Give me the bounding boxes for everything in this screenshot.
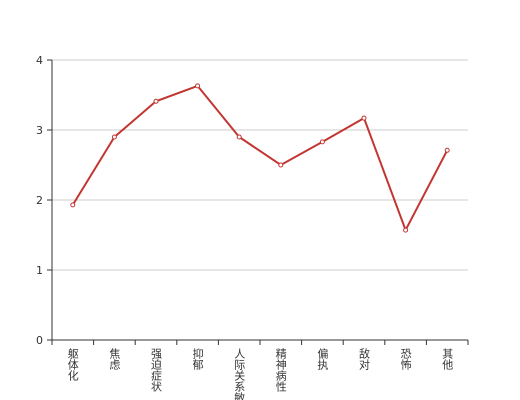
point xyxy=(319,139,325,145)
y-tick-label: 3 xyxy=(36,124,43,137)
y-tick-label: 0 xyxy=(36,334,43,347)
x-tick-label: 强迫症状 xyxy=(150,348,163,392)
point xyxy=(444,147,450,153)
point xyxy=(236,134,242,140)
x-tick-label: 精神病性 xyxy=(274,348,287,393)
x-tick-label: 人际关系敏感 xyxy=(233,348,246,400)
y-tick-label: 2 xyxy=(36,194,43,207)
point xyxy=(153,98,159,104)
x-tick-label: 躯体化 xyxy=(66,348,79,382)
x-tick-label: 敌对 xyxy=(358,347,371,370)
x-tick-label: 恐怖 xyxy=(399,348,412,370)
x-tick-label: 抑郁 xyxy=(191,347,204,370)
x-tick-label: 其他 xyxy=(441,348,454,370)
x-tick-label: 焦虑 xyxy=(108,348,121,370)
point xyxy=(361,115,367,121)
line xyxy=(71,84,449,233)
x-tick-label: 偏执 xyxy=(316,347,329,371)
point xyxy=(111,134,117,140)
y-tick-label: 4 xyxy=(36,54,43,67)
point xyxy=(278,162,284,168)
point xyxy=(403,227,409,233)
y-tick-label: 1 xyxy=(36,264,43,277)
point xyxy=(70,202,76,208)
point xyxy=(195,83,201,89)
